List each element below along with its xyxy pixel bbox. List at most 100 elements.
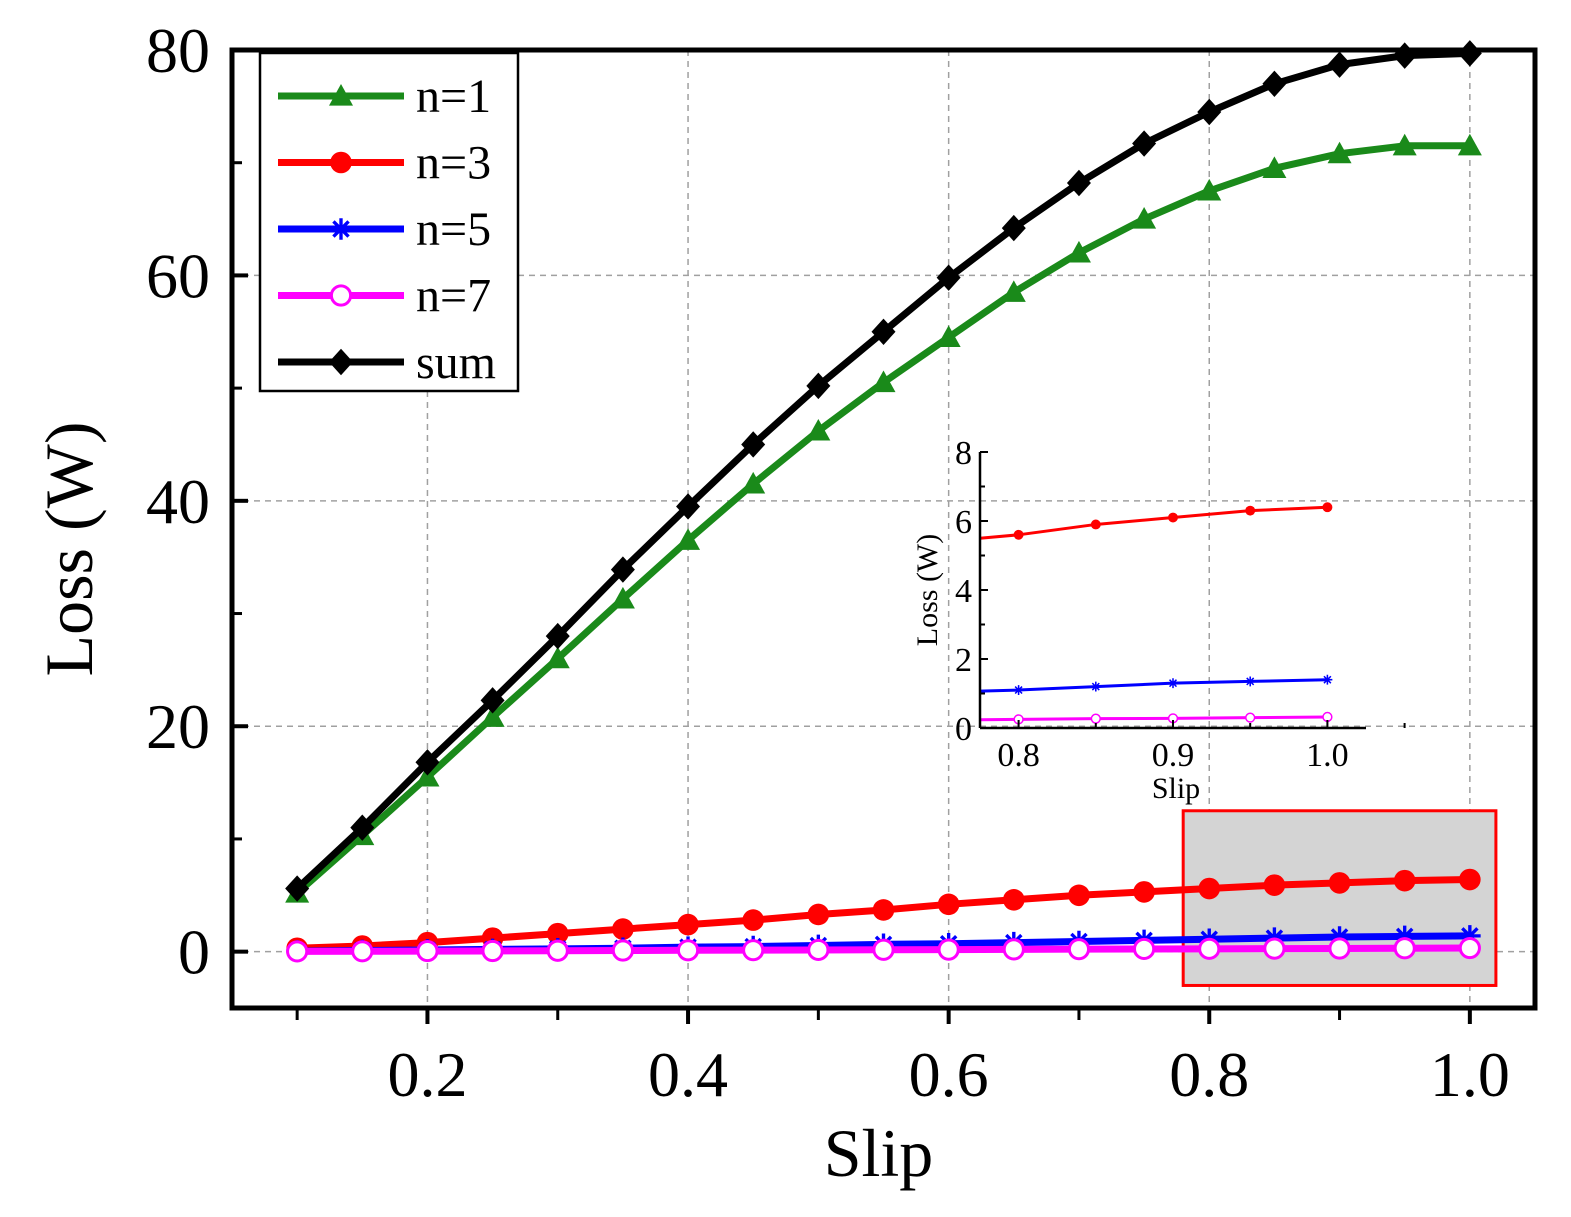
data-point-n=5-17 (1393, 925, 1416, 948)
legend-marker-n=7 (329, 284, 353, 307)
inset-data-point-n=7-1 (1090, 713, 1101, 724)
inset-data-point-n=7-3 (1245, 712, 1256, 723)
plot-frame (229, 47, 1538, 1011)
data-point-n=3-17 (1393, 869, 1416, 892)
inset-y-tick-label: 4 (955, 573, 972, 610)
inset-series-line-n=7 (979, 715, 1328, 722)
legend-marker-sum (329, 348, 353, 376)
data-point-sum-8 (806, 372, 831, 400)
legend-label-n=1: n=1 (416, 70, 491, 123)
inset-data-point-n=3-1 (1090, 519, 1101, 530)
data-point-sum-15 (1262, 70, 1287, 98)
data-point-n=3-9 (872, 899, 895, 921)
x-tick-label: 0.2 (387, 1039, 467, 1110)
inset-y-tick-label: 2 (955, 642, 972, 679)
data-point-sum-3 (480, 687, 505, 714)
data-point-n=1-2 (415, 764, 440, 787)
data-point-sum-4 (545, 622, 570, 650)
data-point-n=1-7 (741, 471, 766, 494)
data-point-sum-16 (1327, 51, 1352, 78)
data-point-n=7-0 (286, 940, 309, 963)
data-point-n=1-8 (806, 418, 831, 441)
data-point-n=1-18 (1457, 133, 1482, 156)
data-point-n=1-10 (936, 325, 961, 347)
inset-data-point-n=5-1 (1090, 681, 1101, 692)
legend-label-n=5: n=5 (416, 203, 491, 256)
legend-marker-n=1 (329, 84, 353, 106)
inset-data-point-n=3-2 (1168, 512, 1178, 523)
inset-data-point-n=5-0 (1013, 685, 1024, 695)
legend-box (258, 51, 520, 393)
inset-data-point-n=5-3 (1245, 676, 1256, 687)
data-point-n=7-5 (611, 939, 635, 962)
data-point-n=7-6 (676, 939, 700, 962)
inset-data-point-n=5-2 (1168, 678, 1178, 689)
inset-chart: 0 2 4 6 8 0.8 0.9 1.0 Slip Loss (W) (911, 435, 1406, 805)
data-point-n=3-5 (612, 918, 634, 940)
data-point-n=7-12 (1067, 938, 1091, 961)
data-point-n=5-18 (1459, 925, 1481, 947)
data-point-n=1-13 (1132, 207, 1157, 229)
data-point-n=7-3 (481, 939, 504, 963)
data-point-n=7-11 (1002, 938, 1025, 961)
data-point-n=1-11 (1001, 280, 1026, 302)
y-tick-label: 20 (146, 691, 210, 762)
data-point-sum-1 (350, 814, 375, 841)
data-point-sum-2 (415, 749, 440, 776)
data-point-sum-17 (1392, 42, 1417, 69)
inset-y-tick-label: 0 (955, 711, 972, 748)
data-point-n=7-2 (416, 939, 439, 963)
data-point-n=3-8 (807, 903, 830, 926)
y-tick-label: 0 (178, 917, 210, 988)
data-point-sum-12 (1066, 169, 1091, 197)
data-point-n=7-16 (1328, 937, 1351, 960)
legend-label-sum: sum (416, 336, 496, 389)
legend: n=1 n=3 n=5 n=7 sum (258, 51, 520, 393)
inset-data-point-n=3-3 (1245, 505, 1256, 516)
inset-y-axis-title: Loss (W) (911, 534, 944, 646)
data-point-n=7-18 (1458, 936, 1481, 960)
data-point-n=3-4 (546, 922, 569, 945)
x-tick-label: 0.4 (648, 1039, 728, 1110)
inset-series-line-n=5 (979, 678, 1328, 693)
data-point-n=7-13 (1133, 937, 1156, 961)
data-point-n=7-4 (546, 939, 569, 962)
data-point-n=3-6 (677, 913, 699, 936)
inset-y-tick-label: 6 (955, 504, 972, 541)
data-point-n=1-12 (1066, 240, 1091, 263)
data-point-n=3-11 (1003, 889, 1025, 911)
inset-x-tick-label: 0.8 (997, 737, 1040, 774)
data-point-n=1-17 (1392, 133, 1417, 156)
data-point-n=3-15 (1263, 874, 1286, 896)
inset-x-tick-label: 0.9 (1152, 737, 1195, 774)
data-point-n=7-8 (807, 938, 830, 962)
data-point-sum-5 (610, 556, 635, 583)
data-point-n=1-9 (871, 370, 896, 393)
data-point-n=3-7 (742, 909, 764, 931)
data-point-sum-9 (871, 318, 896, 345)
inset-series-line-n=3 (979, 505, 1328, 540)
y-tick-label: 80 (146, 15, 210, 86)
legend-label-n=7: n=7 (416, 270, 491, 323)
inset-data-point-n=3-4 (1322, 502, 1333, 513)
data-point-n=5-16 (1328, 926, 1351, 948)
data-point-n=1-16 (1327, 141, 1352, 164)
data-point-n=3-16 (1328, 872, 1351, 894)
data-point-sum-18 (1457, 40, 1482, 67)
inset-x-tick-label: 1.0 (1306, 737, 1349, 774)
inset-y-tick-label: 8 (955, 435, 972, 472)
data-point-n=7-14 (1198, 937, 1221, 960)
data-point-n=7-7 (742, 939, 765, 962)
data-point-n=3-18 (1459, 868, 1481, 891)
legend-marker-n=5 (330, 218, 352, 240)
data-point-n=3-12 (1068, 884, 1090, 907)
data-point-n=1-4 (545, 646, 570, 669)
x-axis-title: Slip (824, 1115, 934, 1191)
inset-data-point-n=5-4 (1322, 674, 1333, 685)
inset-data-point-n=3-0 (1013, 529, 1024, 540)
legend-marker-n=3 (330, 151, 352, 174)
data-point-n=1-15 (1262, 156, 1287, 178)
data-point-n=7-9 (872, 938, 895, 961)
data-point-sum-11 (1001, 214, 1026, 242)
